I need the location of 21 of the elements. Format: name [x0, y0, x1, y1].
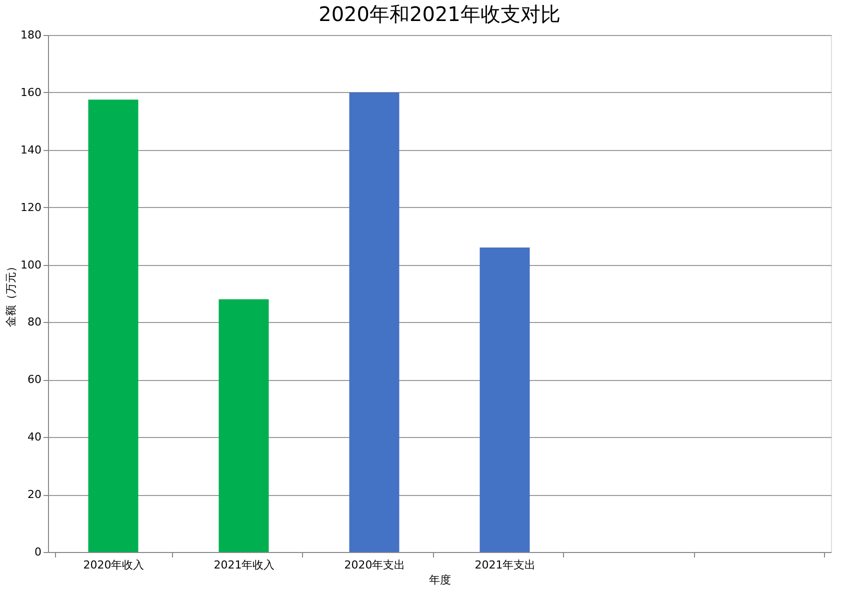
- y-tick-label: 60: [28, 373, 42, 386]
- y-tick-label: 80: [28, 316, 42, 329]
- x-tick-label: 2020年收入: [83, 558, 144, 572]
- y-tick-label: 160: [20, 86, 42, 99]
- x-axis-title: 年度: [429, 574, 451, 586]
- y-tick-label: 140: [20, 143, 42, 156]
- x-tick-label: 2021年支出: [474, 558, 536, 572]
- y-tick-label: 40: [28, 430, 42, 444]
- y-tick-label: 100: [20, 258, 42, 272]
- bar: [349, 92, 400, 552]
- y-axis-title: 金额（万元）: [4, 261, 18, 327]
- chart-title: 2020年和2021年收支对比: [318, 2, 560, 26]
- bar: [218, 299, 269, 552]
- y-tick-label: 120: [20, 200, 42, 214]
- bar: [88, 100, 138, 552]
- y-tick-label: 0: [34, 546, 42, 558]
- x-tick-label: 2020年支出: [344, 558, 406, 572]
- y-tick-label: 180: [20, 28, 42, 42]
- bar: [480, 248, 530, 552]
- x-tick-label: 2021年收入: [214, 558, 275, 572]
- y-tick-label: 20: [28, 488, 42, 502]
